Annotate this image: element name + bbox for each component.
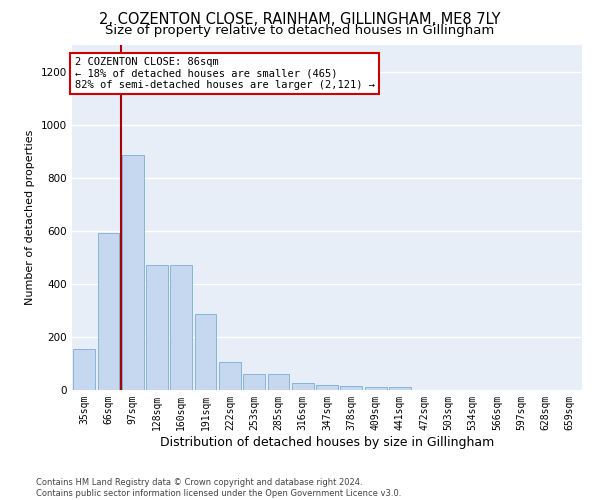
Text: 2, COZENTON CLOSE, RAINHAM, GILLINGHAM, ME8 7LY: 2, COZENTON CLOSE, RAINHAM, GILLINGHAM, … xyxy=(99,12,501,28)
Text: Size of property relative to detached houses in Gillingham: Size of property relative to detached ho… xyxy=(106,24,494,37)
Bar xyxy=(73,349,95,390)
Bar xyxy=(194,314,217,390)
Bar xyxy=(389,388,411,390)
Bar xyxy=(243,374,265,390)
X-axis label: Distribution of detached houses by size in Gillingham: Distribution of detached houses by size … xyxy=(160,436,494,448)
Bar xyxy=(340,386,362,390)
Bar xyxy=(122,155,143,390)
Bar xyxy=(316,384,338,390)
Bar xyxy=(292,383,314,390)
Bar xyxy=(146,266,168,390)
Y-axis label: Number of detached properties: Number of detached properties xyxy=(25,130,35,305)
Bar xyxy=(170,266,192,390)
Bar xyxy=(97,234,119,390)
Bar xyxy=(268,374,289,390)
Bar xyxy=(365,387,386,390)
Bar xyxy=(219,362,241,390)
Text: Contains HM Land Registry data © Crown copyright and database right 2024.
Contai: Contains HM Land Registry data © Crown c… xyxy=(36,478,401,498)
Text: 2 COZENTON CLOSE: 86sqm
← 18% of detached houses are smaller (465)
82% of semi-d: 2 COZENTON CLOSE: 86sqm ← 18% of detache… xyxy=(74,57,374,90)
